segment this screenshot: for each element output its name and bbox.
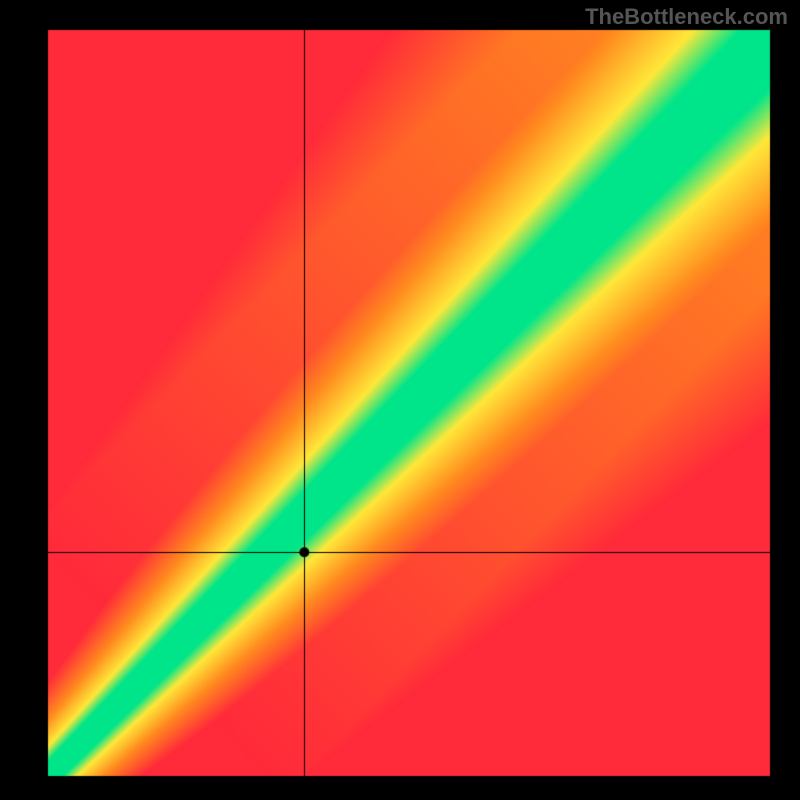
- heatmap-canvas: [0, 0, 800, 800]
- chart-container: TheBottleneck.com: [0, 0, 800, 800]
- watermark-text: TheBottleneck.com: [585, 4, 788, 30]
